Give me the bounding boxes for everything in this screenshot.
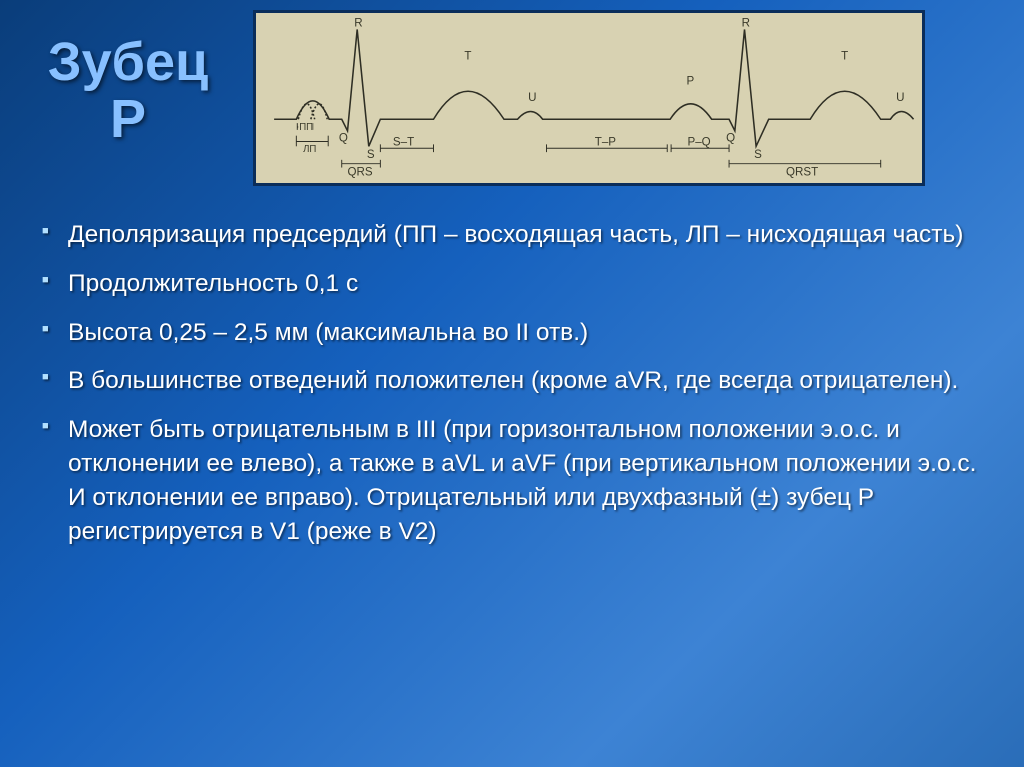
list-item: Высота 0,25 – 2,5 мм (максимальна во II … xyxy=(34,316,990,350)
label-q2: Q xyxy=(726,132,735,144)
label-t1: T xyxy=(464,50,471,62)
label-u2: U xyxy=(896,92,904,104)
label-r1: R xyxy=(354,18,362,30)
list-item: Деполяризация предсердий (ПП – восходяща… xyxy=(34,218,990,252)
list-item: Продолжительность 0,1 с xyxy=(34,267,990,301)
list-item: Может быть отрицательным в III (при гори… xyxy=(34,413,990,548)
ecg-diagram: ПП ЛП R Q S T U P R Q xyxy=(253,10,925,186)
label-q1: Q xyxy=(339,132,348,144)
label-r2: R xyxy=(742,18,750,30)
label-lp: ЛП xyxy=(303,144,316,155)
label-qrs: QRS xyxy=(348,166,373,178)
label-s2: S xyxy=(754,149,762,161)
label-s1: S xyxy=(367,149,375,161)
label-st: S–T xyxy=(393,136,414,148)
label-u1: U xyxy=(528,92,536,104)
list-item: В большинстве отведений положителен (кро… xyxy=(34,364,990,398)
bullet-list: Деполяризация предсердий (ПП – восходяща… xyxy=(34,218,990,548)
label-pp: ПП xyxy=(299,122,313,133)
ecg-svg: ПП ЛП R Q S T U P R Q xyxy=(256,13,922,183)
label-tp: T–P xyxy=(595,136,617,148)
bullet-list-container: Деполяризация предсердий (ПП – восходяща… xyxy=(34,218,990,563)
label-pq: P–Q xyxy=(688,136,711,148)
label-t2: T xyxy=(841,50,848,62)
label-p2: P xyxy=(687,75,695,87)
slide-title: Зубец P xyxy=(38,34,218,147)
label-qrst: QRST xyxy=(786,166,818,178)
